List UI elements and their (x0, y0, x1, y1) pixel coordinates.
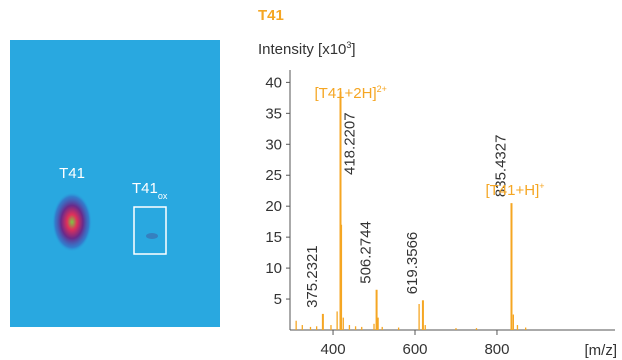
y-tick-label: 35 (265, 105, 282, 122)
spot-label: T41 (59, 165, 85, 182)
y-tick-label: 30 (265, 136, 282, 153)
y-label-text: Intensity [x10 (258, 41, 346, 58)
box-label-sub: ox (158, 191, 168, 201)
y-tick-label: 40 (265, 74, 282, 91)
ion-text: [T41+H] (485, 182, 539, 199)
ion-charge: 2+ (377, 84, 387, 94)
x-tick-label: 800 (484, 341, 509, 358)
spot (52, 192, 92, 252)
chart-title: T41 (258, 7, 284, 24)
faint-spot (146, 233, 158, 239)
ion-annotation: [T41+2H]2+ (315, 84, 387, 102)
y-tick-label: 20 (265, 198, 282, 215)
peak-label: 619.3566 (404, 232, 421, 295)
y-tick-label: 5 (274, 291, 282, 308)
x-tick-label: 400 (321, 341, 346, 358)
box-label-main: T41 (132, 180, 158, 197)
y-tick-label: 10 (265, 260, 282, 277)
y-axis-label: Intensity [x103] (258, 40, 356, 58)
ion-charge: + (539, 181, 544, 191)
ion-annotation: [T41+H]+ (485, 181, 544, 199)
x-tick-label: 600 (402, 341, 427, 358)
figure: T41 T41ox T41 Intensity [x103] [m/z] 510… (0, 0, 622, 360)
x-axis-label: [m/z] (585, 342, 618, 359)
y-label-close: ] (351, 41, 355, 58)
peak-label: 418.2207 (342, 112, 359, 175)
y-tick-label: 25 (265, 167, 282, 184)
peak-label: 375.2321 (304, 245, 321, 308)
page: T41 T41ox T41 Intensity [x103] [m/z] 510… (0, 0, 622, 360)
peak-label: 506.2744 (358, 221, 375, 284)
gel-image (10, 40, 220, 327)
y-tick-label: 15 (265, 229, 282, 246)
ion-text: [T41+2H] (315, 85, 377, 102)
